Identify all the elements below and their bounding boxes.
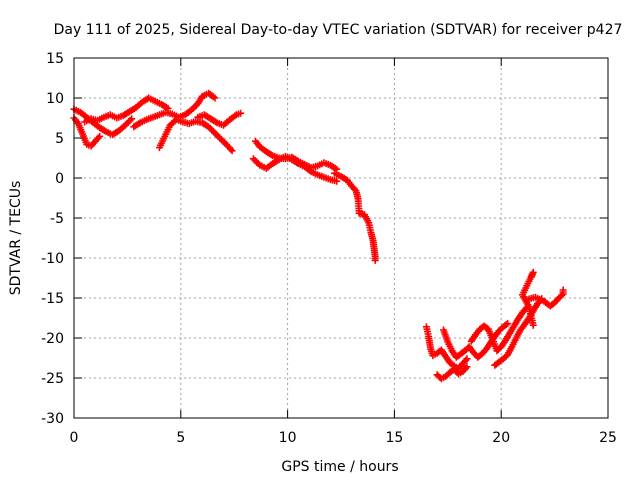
y-tick-label: 0 — [55, 171, 64, 187]
data-point — [559, 286, 567, 294]
series-sat-track-i — [331, 169, 379, 264]
data-point — [504, 320, 512, 328]
x-axis-label: GPS time / hours — [281, 459, 398, 475]
y-tick-label: -25 — [41, 371, 64, 387]
series-sat-track-h — [249, 152, 341, 185]
y-tick-label: -30 — [41, 411, 64, 427]
x-tick-label: 5 — [176, 430, 185, 446]
series-sat-track-d — [130, 89, 219, 131]
data-point — [228, 147, 236, 155]
x-tick-label: 10 — [279, 430, 297, 446]
y-tick-label: 15 — [46, 51, 64, 67]
series-sat-track-k — [433, 363, 471, 383]
series-sat-track-l — [440, 320, 512, 361]
x-tick-labels: 0 5 10 15 20 25 — [70, 430, 617, 446]
series-sat-track-o — [519, 268, 537, 329]
y-tick-label: -15 — [41, 291, 64, 307]
plot-frame — [73, 57, 609, 419]
y-tick-labels: 15 10 5 0 -5 -10 -15 -20 -25 -30 — [41, 51, 64, 427]
data-marks — [70, 89, 567, 383]
series-sat-track-f — [194, 109, 245, 129]
y-tick-label: 10 — [46, 91, 64, 107]
series-sat-track-p — [523, 286, 567, 310]
x-tick-label: 20 — [492, 430, 510, 446]
data-point — [371, 256, 379, 264]
data-point — [333, 177, 341, 185]
y-tick-label: -5 — [50, 211, 64, 227]
x-tick-label: 25 — [599, 430, 617, 446]
data-point — [128, 115, 136, 123]
data-point — [558, 291, 566, 299]
data-point — [211, 94, 219, 102]
data-point — [237, 109, 245, 117]
x-tick-label: 15 — [385, 430, 403, 446]
y-tick-label: 5 — [55, 131, 64, 147]
x-tick-label: 0 — [70, 430, 79, 446]
data-point — [463, 363, 471, 371]
series-sat-track-c — [81, 94, 172, 126]
y-tick-label: -20 — [41, 331, 64, 347]
chart-title: Day 111 of 2025, Sidereal Day-to-day VTE… — [54, 22, 623, 38]
data-point — [502, 321, 510, 329]
data-point — [96, 132, 104, 140]
y-axis-label: SDTVAR / TECUs — [8, 181, 24, 296]
data-point — [529, 321, 537, 329]
series-sat-track-m — [467, 304, 531, 355]
data-point — [463, 355, 471, 363]
y-tick-label: -10 — [41, 251, 64, 267]
